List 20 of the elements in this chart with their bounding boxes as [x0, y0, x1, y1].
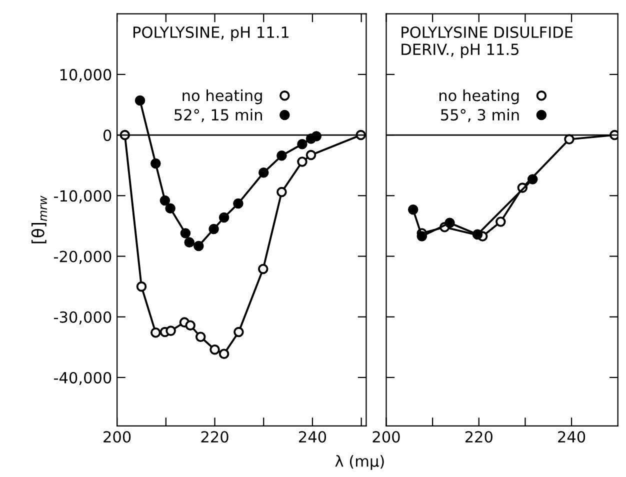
x-tick-label: 240 [299, 431, 326, 443]
y-tick-label: -40,000 [54, 372, 112, 386]
y-tick-label: 10,000 [60, 68, 112, 82]
y-tick-label: -20,000 [54, 250, 112, 264]
legend-label: 52°, 15 min [174, 108, 262, 122]
text: POLYLYSINE, pH 11.1 [134, 26, 289, 41]
x-tick-label: 240 [558, 431, 586, 443]
text: POLYLYSINE DISULFIDE DERIV., pH 11.5 [402, 26, 573, 58]
x-axis-title: λ (mμ) [335, 455, 384, 470]
x-tick-label: 200 [104, 431, 131, 443]
legend-label: 55°, 3 min [441, 108, 519, 122]
y-axis-title: [θ]$_{mrw}$ [31, 196, 47, 244]
y-tick-label: -30,000 [54, 311, 112, 324]
x-tick-label: 200 [372, 431, 400, 443]
legend-label: no heating [182, 89, 262, 104]
y-tick-label: -10,000 [54, 190, 112, 204]
y-tick-label: 0 [103, 130, 112, 142]
x-tick-label: 220 [465, 431, 492, 443]
legend-label: no heating [440, 89, 519, 104]
x-tick-label: 220 [201, 431, 228, 443]
